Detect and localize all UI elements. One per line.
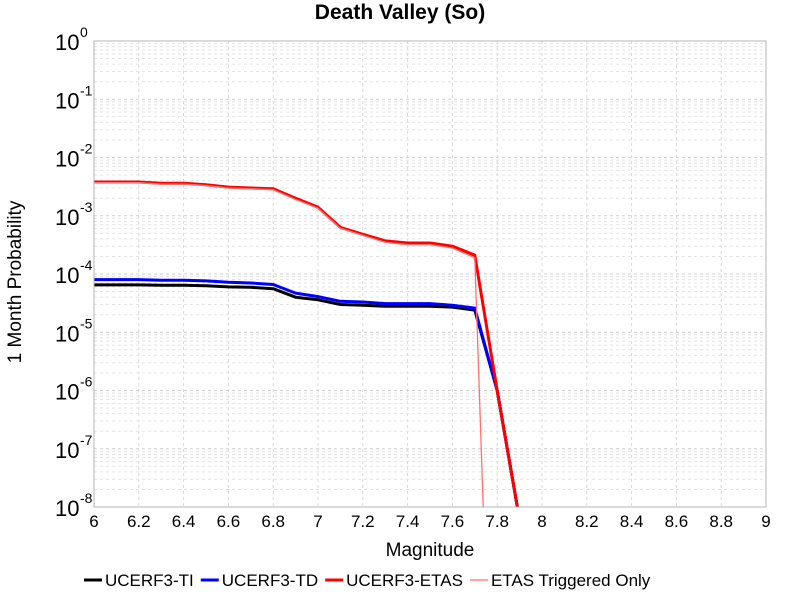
x-tick-label: 7.4 (396, 512, 420, 531)
x-tick-label: 7.8 (485, 512, 509, 531)
series-line-ucerf3-td (94, 278, 519, 507)
x-tick-label: 7.6 (441, 512, 465, 531)
y-tick-exponent: -7 (80, 432, 93, 448)
y-tick-exponent: -1 (80, 82, 93, 98)
legend-label: UCERF3-ETAS (346, 571, 463, 590)
y-tick-exponent: -4 (80, 257, 93, 273)
y-tick-label: 10 (55, 30, 79, 55)
x-tick-label: 8 (537, 512, 546, 531)
y-tick-label: 10 (55, 496, 79, 521)
y-tick-exponent: -6 (80, 374, 93, 390)
legend-item: UCERF3-ETAS (325, 571, 463, 590)
y-tick-label: 10 (55, 147, 79, 172)
legend-label: UCERF3-TI (105, 571, 194, 590)
y-axis-title: 1 Month Probability (5, 200, 26, 363)
plot-frame (93, 40, 767, 508)
legend-item: UCERF3-TD (200, 571, 318, 590)
y-tick-exponent: -3 (80, 199, 93, 215)
x-tick-label: 8.2 (575, 512, 599, 531)
x-tick-label: 6.8 (261, 512, 285, 531)
series-lines (94, 180, 519, 507)
legend: UCERF3-TI UCERF3-TD UCERF3-ETAS ETAS Trigge… (84, 571, 651, 590)
y-tick-exponent: -5 (80, 315, 93, 331)
x-tick-labels: 6 6.2 6.4 6.6 6.8 7 7.2 7.4 7.6 7.8 8 8.2 8.4 8.6 8.8 9 (89, 512, 770, 531)
y-tick-label: 10 (55, 321, 79, 346)
x-tick-label: 7.2 (351, 512, 375, 531)
y-tick-exponent: 0 (80, 24, 88, 40)
y-tick-exponent: -2 (80, 141, 93, 157)
x-tick-label: 8.8 (709, 512, 733, 531)
y-tick-label: 10 (55, 263, 79, 288)
x-tick-label: 7 (313, 512, 322, 531)
y-tick-label: 10 (55, 88, 79, 113)
y-tick-label: 10 (55, 205, 79, 230)
series-line-etas-triggered-only (94, 182, 484, 507)
legend-label: ETAS Triggered Only (491, 571, 651, 590)
x-tick-label: 6.4 (172, 512, 196, 531)
legend-item: ETAS Triggered Only (469, 571, 651, 590)
x-tick-label: 6.2 (127, 512, 151, 531)
x-tick-label: 8.6 (665, 512, 689, 531)
x-tick-label: 6.6 (217, 512, 241, 531)
legend-item: UCERF3-TI (84, 571, 194, 590)
x-tick-label: 9 (761, 512, 770, 531)
chart-title: Death Valley (So) (315, 1, 485, 24)
grid (93, 41, 767, 508)
y-tick-exponent: -8 (80, 490, 93, 506)
x-tick-label: 6 (89, 512, 98, 531)
y-tick-label: 10 (55, 438, 79, 463)
y-tick-label: 10 (55, 380, 79, 405)
legend-label: UCERF3-TD (222, 571, 318, 590)
series-line-ucerf3-ti (94, 283, 519, 507)
series-line-ucerf3-etas (94, 180, 519, 507)
x-axis-title: Magnitude (386, 540, 475, 561)
x-tick-label: 8.4 (620, 512, 644, 531)
